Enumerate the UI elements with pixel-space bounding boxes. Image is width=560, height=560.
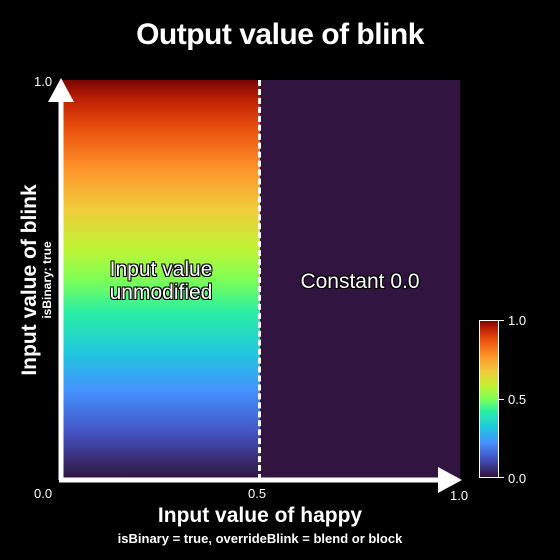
colorbar-tick-mid	[499, 399, 504, 400]
colorbar-tick-min	[499, 477, 504, 478]
x-tick-label-mid: 0.5	[248, 486, 267, 501]
y-axis-sublabel: isBinary: true	[40, 241, 54, 319]
x-tick-label-min: 0.0	[34, 486, 53, 501]
colorbar-label-mid: 0.5	[508, 392, 527, 407]
y-axis-label: Input value of blink	[18, 184, 41, 376]
y-axis-arrowhead-icon	[48, 78, 74, 102]
y-tick-label-max: 1.0	[34, 74, 53, 89]
region-label-unmodified: Input value unmodified	[62, 258, 260, 304]
colorbar-label-min: 0.0	[508, 471, 527, 486]
colorbar	[479, 320, 499, 478]
colorbar-label-max: 1.0	[508, 313, 527, 328]
x-tick-label-max: 1.0	[450, 488, 469, 503]
diagram-title: Output value of blink	[136, 18, 424, 51]
region-label-unmodified-line2: unmodified	[109, 281, 213, 304]
constant-region	[260, 80, 460, 480]
gradient-region-unmodified	[62, 80, 260, 480]
colorbar-tick-max	[499, 320, 504, 321]
region-label-unmodified-line1: Input value	[109, 258, 213, 281]
x-axis-label: Input value of happy	[157, 504, 363, 527]
region-label-constant: Constant 0.0	[300, 270, 420, 293]
x-axis-arrowhead-icon	[438, 467, 462, 493]
x-axis-sublabel: isBinary = true, overrideBlink = blend o…	[117, 531, 403, 546]
threshold-divider-line	[258, 80, 261, 480]
